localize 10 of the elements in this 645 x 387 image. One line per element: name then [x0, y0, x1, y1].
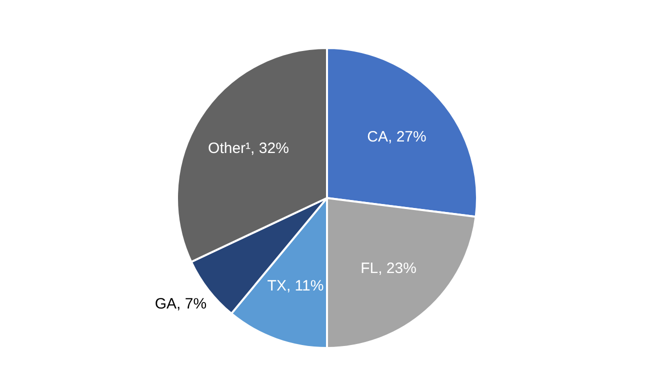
data-label: , 32%	[250, 140, 289, 157]
slice-label: TX	[267, 277, 286, 294]
data-label: , 11%	[286, 277, 324, 294]
data-label: , 23%	[378, 259, 416, 276]
data-label: , 7%	[176, 295, 207, 312]
slice-label: CA	[367, 128, 388, 145]
slice-label: GA	[154, 295, 177, 312]
data-label: , 27%	[388, 128, 426, 145]
slice-label: FL	[360, 259, 378, 276]
slice-label: Other¹	[208, 140, 251, 157]
